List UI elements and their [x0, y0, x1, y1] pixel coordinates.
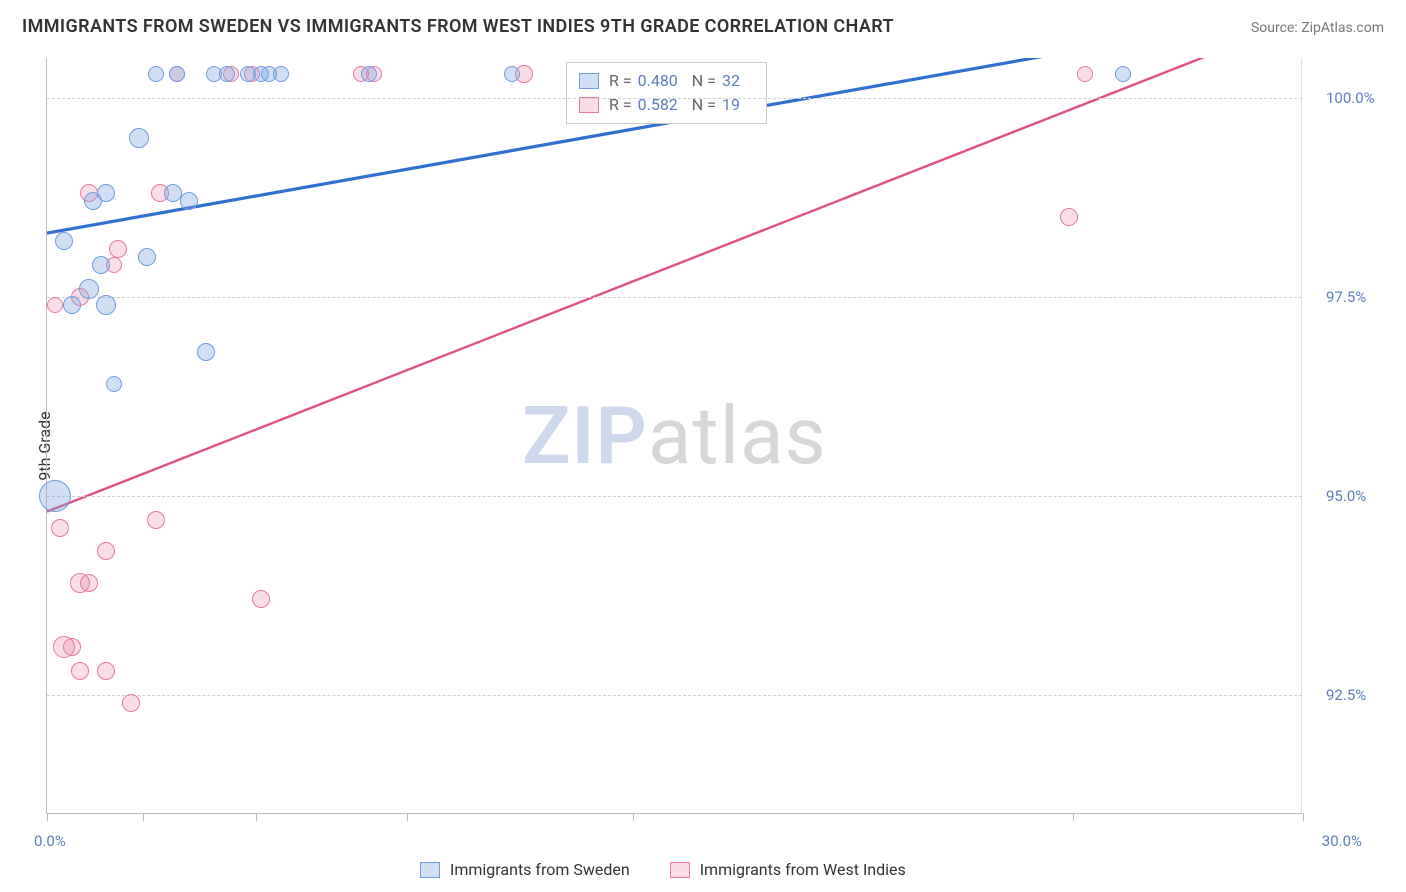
watermark: ZIPatlas: [522, 389, 827, 483]
gridline-horizontal: [47, 297, 1302, 298]
x-tick-label: 0.0%: [34, 832, 66, 850]
data-point-sweden: [197, 343, 215, 361]
legend-row-sweden: R =0.480N =32: [579, 69, 754, 93]
data-point-sweden: [106, 376, 122, 392]
legend-swatch-sweden: [579, 73, 599, 89]
y-tick-label: 92.5%: [1326, 686, 1366, 704]
source-attribution: Source: ZipAtlas.com: [1251, 20, 1384, 36]
x-tick: [47, 813, 48, 821]
data-point-westindies: [97, 542, 115, 560]
data-point-sweden: [164, 184, 182, 202]
data-point-sweden: [97, 184, 115, 202]
x-tick: [407, 813, 408, 821]
data-point-sweden: [361, 66, 377, 82]
gridline-horizontal: [47, 695, 1302, 696]
y-tick-label: 97.5%: [1326, 288, 1366, 306]
x-tick-label: 30.0%: [1322, 832, 1362, 850]
data-point-sweden: [148, 66, 164, 82]
data-point-westindies: [122, 694, 140, 712]
data-point-westindies: [80, 574, 98, 592]
data-point-westindies: [252, 590, 270, 608]
data-point-sweden: [39, 480, 71, 512]
data-point-sweden: [129, 128, 149, 148]
legend-item-sweden: Immigrants from Sweden: [420, 860, 630, 879]
legend-row-westindies: R =0.582N =19: [579, 93, 754, 117]
plot-right-border: [1301, 58, 1302, 813]
x-tick: [1073, 813, 1074, 821]
chart-title: IMMIGRANTS FROM SWEDEN VS IMMIGRANTS FRO…: [22, 16, 894, 37]
legend-swatch-bottom-westindies: [670, 862, 690, 878]
data-point-westindies: [47, 297, 63, 313]
legend-stats-sweden: R =0.480N =32: [609, 69, 754, 93]
legend-label-sweden: Immigrants from Sweden: [450, 860, 630, 879]
data-point-westindies: [71, 662, 89, 680]
x-tick: [1303, 813, 1304, 821]
data-point-sweden: [96, 295, 116, 315]
gridline-horizontal: [47, 98, 1302, 99]
data-point-westindies: [147, 511, 165, 529]
correlation-legend-box: R =0.480N =32R =0.582N =19: [566, 62, 767, 124]
regression-line-sweden: [47, 58, 1303, 814]
data-point-westindies: [109, 240, 127, 258]
x-tick: [633, 813, 634, 821]
data-point-sweden: [79, 279, 99, 299]
data-point-sweden: [55, 232, 73, 250]
data-point-sweden: [138, 248, 156, 266]
y-tick-label: 100.0%: [1326, 89, 1375, 107]
gridline-horizontal: [47, 496, 1302, 497]
data-point-sweden: [219, 66, 235, 82]
chart-plot-area: ZIPatlas R =0.480N =32R =0.582N =19: [46, 58, 1302, 814]
legend-swatch-westindies: [579, 97, 599, 113]
data-point-westindies: [1077, 66, 1093, 82]
series-legend: Immigrants from Sweden Immigrants from We…: [420, 860, 906, 879]
x-tick: [256, 813, 257, 821]
y-tick-label: 95.0%: [1326, 487, 1366, 505]
legend-item-westindies: Immigrants from West Indies: [670, 860, 906, 879]
data-point-sweden: [92, 256, 110, 274]
legend-stats-westindies: R =0.582N =19: [609, 93, 754, 117]
data-point-sweden: [169, 66, 185, 82]
data-point-westindies: [63, 638, 81, 656]
data-point-westindies: [97, 662, 115, 680]
legend-label-westindies: Immigrants from West Indies: [700, 860, 906, 879]
data-point-sweden: [63, 296, 81, 314]
regression-line-westindies: [47, 58, 1303, 814]
x-tick: [143, 813, 144, 821]
data-point-sweden: [273, 66, 289, 82]
data-point-sweden: [1115, 66, 1131, 82]
legend-swatch-bottom-sweden: [420, 862, 440, 878]
data-point-sweden: [180, 192, 198, 210]
data-point-westindies: [1060, 208, 1078, 226]
data-point-sweden: [504, 66, 520, 82]
data-point-westindies: [51, 519, 69, 537]
